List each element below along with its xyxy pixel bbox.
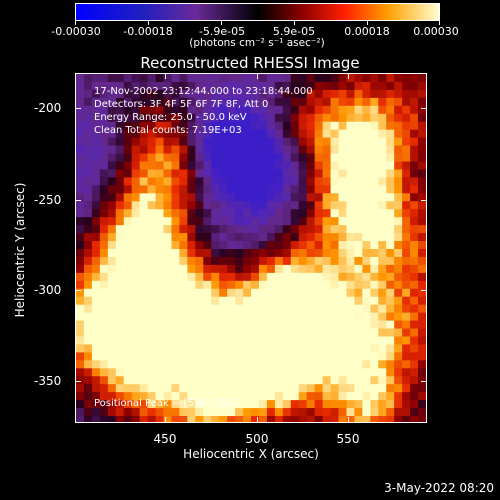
colorbar-tick-label: -0.00018 [123, 25, 173, 38]
x-tick-label: 500 [245, 432, 269, 446]
x-tick [348, 417, 349, 423]
y-tick [421, 381, 427, 382]
plot-title: Reconstructed RHESSI Image [140, 54, 360, 72]
colorbar-tick [221, 21, 222, 25]
y-tick-label: -350 [34, 374, 62, 388]
x-tick-label: 550 [336, 432, 360, 446]
colorbar-tick-label: 0.00030 [413, 25, 459, 38]
x-tick [165, 417, 166, 423]
x-tick [348, 73, 349, 79]
rhessi-image [76, 74, 426, 422]
colorbar-tick-label: -5.9e-05 [198, 25, 246, 38]
colorbar [75, 3, 440, 21]
colorbar-tick-label: 5.9e-05 [272, 25, 316, 38]
colorbar-tick [148, 21, 149, 25]
colorbar-tick [367, 21, 368, 25]
y-tick [75, 290, 81, 291]
colorbar-tick [439, 21, 440, 25]
colorbar-tick [294, 21, 295, 25]
x-tick [257, 417, 258, 423]
colorbar-tick-label: 0.00018 [344, 25, 390, 38]
x-tick [165, 73, 166, 79]
x-tick-label: 450 [153, 432, 177, 446]
image-plot: 17-Nov-2002 23:12:44.000 to 23:18:44.000… [75, 73, 427, 423]
y-tick [421, 290, 427, 291]
y-axis-label: Heliocentric Y (arcsec) [13, 182, 27, 318]
y-tick-label: -200 [34, 101, 62, 115]
info-time-range: 17-Nov-2002 23:12:44.000 to 23:18:44.000 [94, 86, 313, 97]
info-clean-counts: Clean Total counts: 7.19E+03 [94, 125, 242, 136]
x-axis-label: Heliocentric X (arcsec) [183, 447, 319, 461]
y-tick [75, 200, 81, 201]
y-tick [421, 200, 427, 201]
info-detectors: Detectors: 3F 4F 5F 6F 7F 8F, Att 0 [94, 99, 269, 110]
colorbar-tick-label: -0.00030 [51, 25, 101, 38]
y-tick-label: -250 [34, 193, 62, 207]
y-tick [75, 381, 81, 382]
positional-peak: Positional Peak = [558,-255] [94, 398, 237, 409]
colorbar-tick [75, 21, 76, 25]
y-tick [421, 108, 427, 109]
footer-date: 3-May-2022 08:20 [384, 481, 494, 495]
x-tick [257, 73, 258, 79]
y-tick [75, 108, 81, 109]
y-tick-label: -300 [34, 283, 62, 297]
info-energy-range: Energy Range: 25.0 - 50.0 keV [94, 112, 247, 123]
colorbar-units: (photons cm⁻² s⁻¹ asec⁻²) [189, 37, 325, 49]
